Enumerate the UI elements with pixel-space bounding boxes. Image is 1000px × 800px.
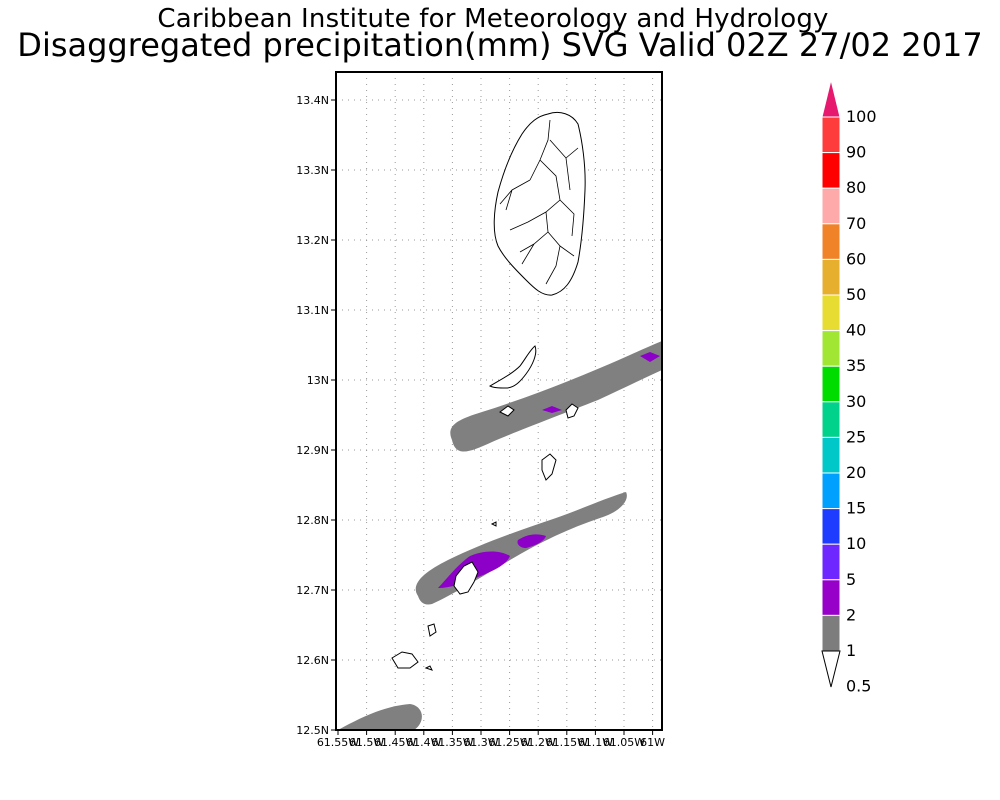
map-background <box>336 72 662 730</box>
colorbar-label: 10 <box>846 534 866 553</box>
colorbar-swatch <box>821 223 841 260</box>
colorbar-swatch <box>821 436 841 474</box>
chart-subtitle: Disaggregated precipitation(mm) SVG Vali… <box>17 26 983 64</box>
lon-tick-label: 61.35W <box>431 736 473 749</box>
lat-tick-label: 13.2N <box>296 234 329 247</box>
lon-tick-label: 61.25W <box>488 736 530 749</box>
colorbar-underflow-triangle <box>821 650 841 688</box>
colorbar-swatch <box>821 330 841 367</box>
colorbar-label: 5 <box>846 570 856 589</box>
lat-tick-label: 12.9N <box>296 444 329 457</box>
lat-tick-label: 13.1N <box>296 304 329 317</box>
colorbar-overflow-triangle <box>821 79 841 118</box>
lon-tick-label: 61.3W <box>463 736 498 749</box>
colorbar-label: 1 <box>846 641 856 660</box>
precip-core-upper-east <box>640 352 660 362</box>
colorbar-swatch <box>821 152 841 189</box>
map-panel <box>336 72 662 730</box>
colorbar-label: 0.5 <box>846 677 871 696</box>
colorbar-swatch <box>821 187 841 225</box>
longitude-axis: 61.55W61.5W61.45W61.4W61.35W61.3W61.25W6… <box>317 730 665 749</box>
colorbar-swatch <box>821 116 841 154</box>
lat-tick-label: 12.8N <box>296 514 329 527</box>
chart-title: Caribbean Institute for Meteorology and … <box>157 4 829 34</box>
map-frame <box>335 71 663 731</box>
lat-tick-label: 13.4N <box>296 94 329 107</box>
colorbar-label: 2 <box>846 605 856 624</box>
colorbar-label: 35 <box>846 356 866 375</box>
lon-tick-label: 61W <box>640 736 665 749</box>
lon-tick-label: 61.1W <box>578 736 613 749</box>
colorbar-label: 25 <box>846 427 866 446</box>
lon-tick-label: 61.55W <box>317 736 359 749</box>
lon-tick-label: 61.45W <box>374 736 416 749</box>
colorbar-swatch <box>821 579 841 616</box>
colorbar-swatch <box>821 614 841 652</box>
lat-tick-label: 12.6N <box>296 654 329 667</box>
colorbar-swatch <box>821 294 841 332</box>
colorbar-swatch <box>821 258 841 296</box>
colorbar-swatch <box>821 508 841 545</box>
colorbar-swatch <box>821 401 841 438</box>
lat-tick-label: 13.3N <box>296 164 329 177</box>
lon-tick-label: 61.4W <box>406 736 441 749</box>
colorbar-label: 90 <box>846 143 866 162</box>
lat-tick-label: 12.5N <box>296 724 329 737</box>
lat-tick-label: 12.7N <box>296 584 329 597</box>
colorbar-swatch <box>821 365 841 403</box>
precip-core-lower-mid <box>517 534 546 548</box>
colorbar-swatch <box>821 543 841 581</box>
lon-tick-label: 61.2W <box>521 736 556 749</box>
precip-core-upper-mid <box>542 406 562 413</box>
colorbar-label: 100 <box>846 107 877 126</box>
coastline-union-carriacou <box>391 561 479 671</box>
colorbar: 100 90 80 70 60 50 40 35 30 25 20 15 10 5 2 1 0.5 <box>821 79 877 696</box>
colorbar-label: 20 <box>846 463 866 482</box>
gridlines <box>336 72 662 730</box>
colorbar-label: 30 <box>846 392 866 411</box>
colorbar-label: 80 <box>846 178 866 197</box>
coastline-saint-vincent <box>493 111 586 296</box>
colorbar-label: 50 <box>846 285 866 304</box>
latitude-axis: 13.4N 13.3N 13.2N 13.1N 13N 12.9N 12.8N 12.7N 12… <box>296 94 336 737</box>
colorbar-label: 15 <box>846 499 866 518</box>
coastline-mustique-canouan <box>490 453 557 527</box>
colorbar-label: 40 <box>846 321 866 340</box>
colorbar-label: 60 <box>846 249 866 268</box>
coastline-bequia <box>488 345 579 419</box>
colorbar-swatch <box>821 472 841 510</box>
lon-tick-label: 61.15W <box>546 736 588 749</box>
lon-tick-label: 61.05W <box>603 736 645 749</box>
colorbar-label: 70 <box>846 214 866 233</box>
precip-band-southwest <box>338 704 422 730</box>
lon-tick-label: 61.5W <box>349 736 384 749</box>
lat-tick-label: 13N <box>307 374 329 387</box>
precip-band-upper <box>450 341 662 452</box>
